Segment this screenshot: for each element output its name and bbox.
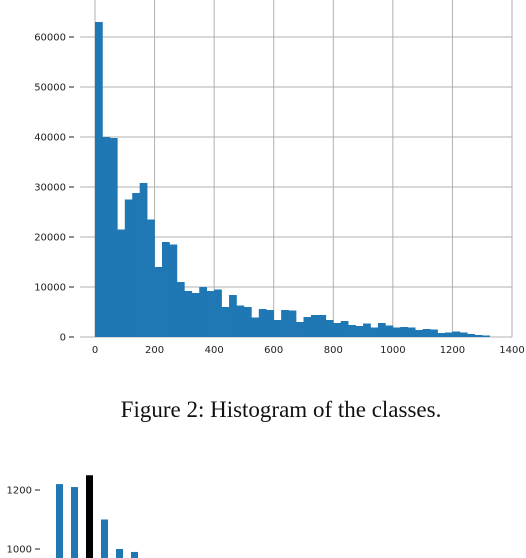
histogram-bar xyxy=(370,327,379,337)
histogram-bar xyxy=(154,267,163,337)
x-tick-label: 1000 xyxy=(380,345,405,356)
y-tick-label: 50000 xyxy=(34,83,66,94)
second-chart-bar xyxy=(71,487,78,558)
histogram-bar xyxy=(95,22,103,337)
histogram-bar xyxy=(318,315,327,337)
histogram-bar xyxy=(266,310,275,337)
y-axis-ticks: 0 10000 20000 30000 40000 50000 60000 xyxy=(34,33,74,344)
histogram-bar xyxy=(467,334,476,337)
histogram-bar xyxy=(385,325,394,337)
y-tick-label: 40000 xyxy=(34,133,66,144)
histogram-bar xyxy=(325,320,334,337)
histogram-bar xyxy=(430,329,438,337)
histogram-bar xyxy=(176,282,185,337)
y-tick-label: 10000 xyxy=(34,283,66,294)
histogram-bar xyxy=(288,310,297,337)
histogram-bar xyxy=(452,331,461,337)
histogram-bar xyxy=(169,244,178,337)
histogram-bar xyxy=(444,332,453,337)
histogram-bar xyxy=(214,289,222,337)
x-tick-label: 800 xyxy=(324,345,343,356)
x-axis-ticks: 0 200 400 600 800 1000 1200 1400 xyxy=(92,345,525,356)
histogram-bar xyxy=(109,138,118,337)
second-bar-chart: 1200 1000 xyxy=(7,475,138,558)
histogram-bar xyxy=(407,327,416,337)
histogram-bar xyxy=(355,326,364,337)
histogram-bar xyxy=(437,333,446,337)
histogram-bar xyxy=(102,137,111,337)
second-chart-bar xyxy=(56,484,63,558)
histogram-bar xyxy=(147,219,155,337)
y-tick-label: 60000 xyxy=(34,33,66,44)
x-tick-label: 600 xyxy=(264,345,283,356)
second-chart-bar xyxy=(101,519,108,558)
histogram-bar xyxy=(199,287,207,337)
histogram-bar xyxy=(377,323,386,337)
x-tick-label: 1200 xyxy=(440,345,465,356)
histogram-bar xyxy=(258,309,267,337)
histogram-chart: 0 200 400 600 800 1000 1200 1400 0 10000 20000 300… xyxy=(34,0,525,356)
x-tick-label: 400 xyxy=(205,345,224,356)
histogram-bar xyxy=(482,335,490,337)
second-chart-y-tick-label: 1000 xyxy=(7,545,32,556)
figure-caption: Figure 2: Histogram of the classes. xyxy=(121,397,442,422)
histogram-bar xyxy=(310,315,319,337)
y-tick-label: 30000 xyxy=(34,183,66,194)
histogram-bar xyxy=(236,305,245,337)
second-chart-y-ticks: 1200 1000 xyxy=(7,486,40,556)
histogram-bar xyxy=(340,321,349,337)
histogram-bar xyxy=(273,320,282,337)
histogram-bar xyxy=(229,295,237,337)
second-chart-bar xyxy=(86,475,93,558)
histogram-bar xyxy=(400,327,409,337)
histogram-bar xyxy=(474,335,483,337)
x-tick-label: 0 xyxy=(92,345,98,356)
second-chart-bar xyxy=(116,549,123,558)
histogram-bar xyxy=(221,307,230,337)
histogram-bar xyxy=(139,183,148,337)
histogram-bar xyxy=(117,229,126,337)
histogram-bar xyxy=(191,293,200,337)
histogram-bar xyxy=(243,307,252,337)
second-chart-bar xyxy=(131,551,138,558)
histogram-bar xyxy=(392,327,401,337)
histogram-bar xyxy=(415,330,423,337)
histogram-bar xyxy=(206,291,215,337)
histogram-bar xyxy=(251,317,260,337)
histogram-bars xyxy=(95,22,490,337)
y-tick-label: 20000 xyxy=(34,233,66,244)
histogram-bar xyxy=(281,310,289,337)
second-chart-y-tick-label: 1200 xyxy=(7,486,32,497)
histogram-bar xyxy=(124,199,133,337)
histogram-bar xyxy=(303,317,312,337)
histogram-bar xyxy=(348,325,356,337)
histogram-bar xyxy=(162,242,170,337)
histogram-bar xyxy=(333,323,342,337)
histogram-bar xyxy=(132,193,140,337)
x-tick-label: 200 xyxy=(145,345,164,356)
histogram-bar xyxy=(363,323,371,337)
y-tick-label: 0 xyxy=(60,333,66,344)
histogram-bar xyxy=(184,291,193,337)
histogram-bar xyxy=(459,332,468,337)
second-chart-bars xyxy=(56,475,138,558)
histogram-bar xyxy=(422,329,431,337)
histogram-bar xyxy=(296,322,304,337)
x-tick-label: 1400 xyxy=(499,345,524,356)
